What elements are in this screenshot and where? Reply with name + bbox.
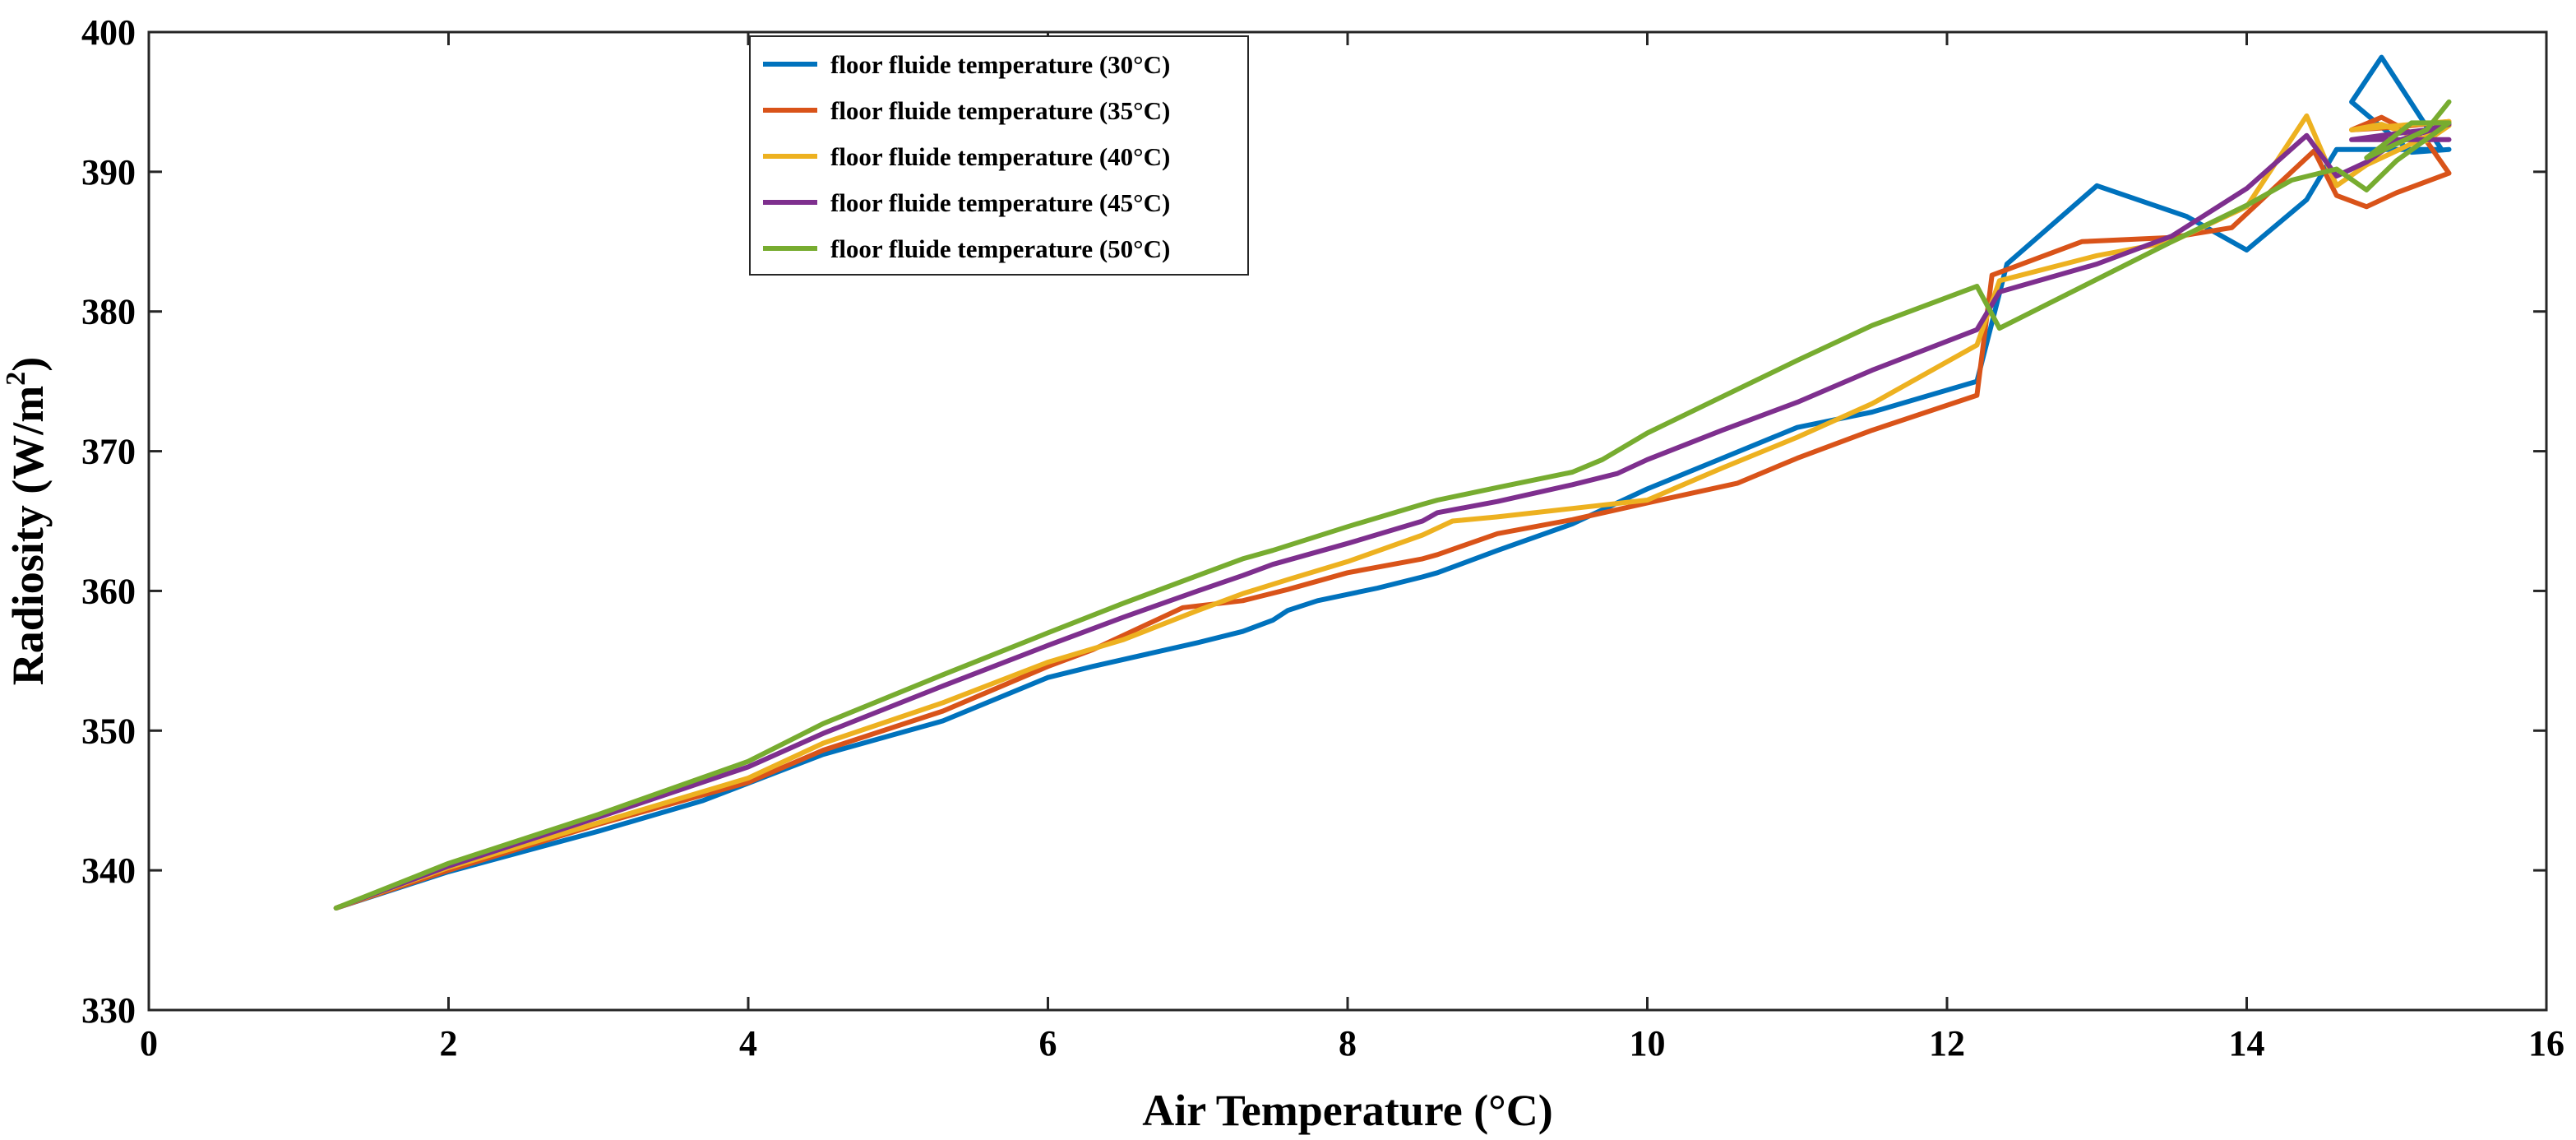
y-axis-title-main: Radiosity (W/m (3, 386, 53, 686)
legend-label: floor fluide temperature (50°C) (830, 234, 1170, 263)
legend-label: floor fluide temperature (40°C) (830, 142, 1170, 171)
x-tick-label: 0 (140, 1023, 158, 1064)
x-tick-label: 12 (1929, 1023, 1965, 1064)
y-tick-label: 390 (81, 152, 136, 192)
y-tick-label: 330 (81, 990, 136, 1031)
y-axis-title-close: ) (3, 357, 53, 372)
x-tick-label: 6 (1039, 1023, 1057, 1064)
y-tick-label: 360 (81, 571, 136, 611)
legend-box (749, 35, 1249, 276)
y-tick-label: 350 (81, 711, 136, 751)
series-layer (333, 54, 2452, 911)
series-line-2 (333, 114, 2452, 911)
legend-label: floor fluide temperature (30°C) (830, 50, 1170, 79)
tick-labels-layer: 0 2 4 6 8 10 12 14 16 330 340 350 360 370 380 390 400 (81, 12, 2564, 1064)
x-tick-label: 16 (2528, 1023, 2564, 1064)
y-axis-title: Radiosity (W/m2) (1, 357, 53, 685)
legend-label: floor fluide temperature (45°C) (830, 188, 1170, 217)
series-line-1 (333, 54, 2452, 911)
legend-label: floor fluide temperature (35°C) (830, 96, 1170, 125)
x-tick-label: 8 (1339, 1023, 1357, 1064)
x-tick-label: 2 (440, 1023, 458, 1064)
y-tick-label: 380 (81, 292, 136, 332)
x-tick-label: 4 (739, 1023, 757, 1064)
x-tick-label: 10 (1630, 1023, 1666, 1064)
y-tick-label: 370 (81, 432, 136, 472)
y-axis-title-superscript: 2 (1, 372, 31, 386)
y-tick-label: 400 (81, 12, 136, 53)
x-tick-label: 14 (2229, 1023, 2265, 1064)
y-tick-label: 340 (81, 850, 136, 891)
x-axis-title: Air Temperature (°C) (1142, 1086, 1553, 1135)
legend: floor fluide temperature (30°C) floor flu… (749, 35, 1249, 276)
series-line-3 (333, 113, 2452, 911)
series-line-5 (333, 99, 2452, 911)
